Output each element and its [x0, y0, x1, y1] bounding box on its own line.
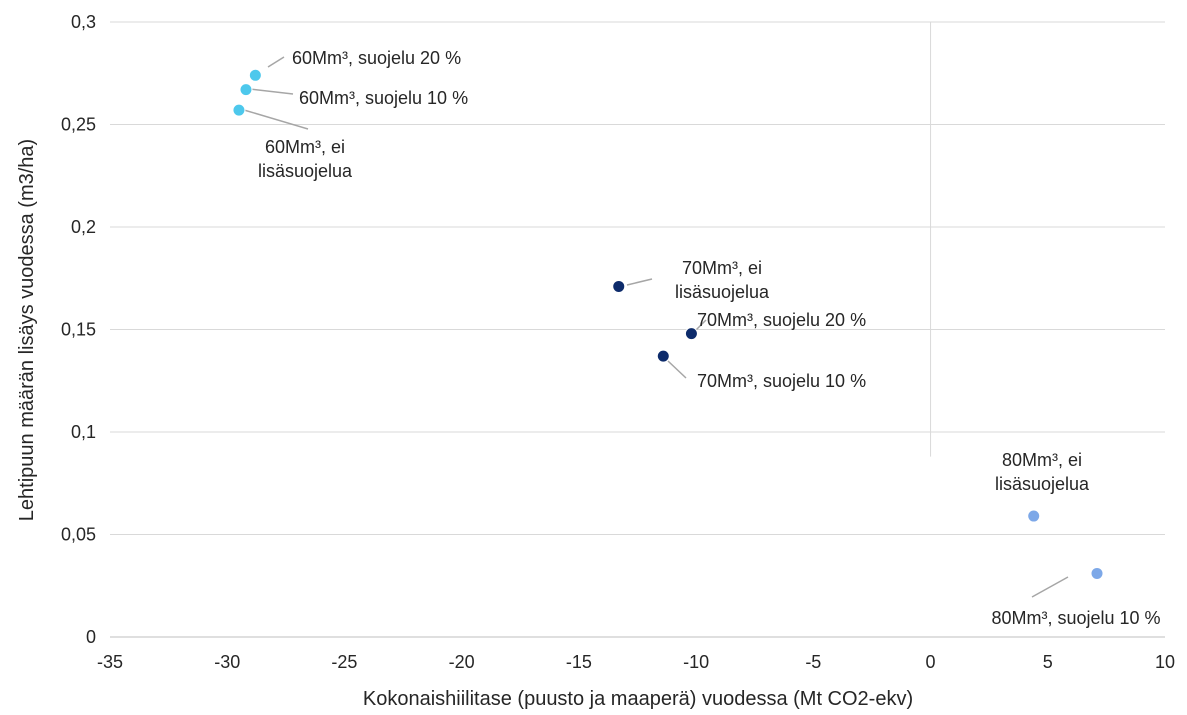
y-tick-label: 0,3 — [71, 12, 96, 32]
x-tick-label: -15 — [566, 652, 592, 672]
point-label: 70Mm³, suojelu 10 % — [697, 371, 866, 391]
x-tick-label: 0 — [926, 652, 936, 672]
point-label: 70Mm³, ei lisäsuojelua — [675, 258, 770, 302]
x-tick-label: -5 — [805, 652, 821, 672]
leader-line — [249, 88, 294, 95]
data-point — [612, 279, 626, 293]
x-tick-label: -25 — [331, 652, 357, 672]
point-label: 60Mm³, ei lisäsuojelua — [258, 137, 353, 181]
x-tick-label: 5 — [1043, 652, 1053, 672]
y-axis-title: Lehtipuun määrän lisäys vuodessa (m3/ha) — [16, 139, 38, 521]
x-tick-label: -35 — [97, 652, 123, 672]
y-tick-label: 0,25 — [61, 115, 96, 135]
data-point — [239, 83, 253, 97]
x-tick-label: 10 — [1155, 652, 1175, 672]
point-label: 60Mm³, suojelu 10 % — [299, 88, 468, 108]
leader-line — [1031, 576, 1069, 598]
data-point — [684, 327, 698, 341]
x-tick-label: -20 — [449, 652, 475, 672]
leader-line — [267, 56, 285, 68]
y-tick-label: 0,2 — [71, 217, 96, 237]
data-point — [1027, 509, 1041, 523]
y-tick-label: 0,05 — [61, 525, 96, 545]
point-label: 60Mm³, suojelu 20 % — [292, 48, 461, 68]
point-label: 80Mm³, ei lisäsuojelua — [995, 450, 1090, 494]
y-tick-label: 0 — [86, 627, 96, 647]
data-point — [232, 103, 246, 117]
point-label: 70Mm³, suojelu 20 % — [697, 310, 866, 330]
leader-lines — [243, 56, 1069, 598]
y-tick-label: 0,15 — [61, 320, 96, 340]
gridlines — [110, 21, 1165, 535]
axes: 0 0,05 0,1 0,15 0,2 0,25 0,3 -35 -30 -25 -20 -15 -10… — [61, 12, 1175, 672]
x-tick-label: -10 — [683, 652, 709, 672]
data-point — [248, 68, 262, 82]
y-tick-label: 0,1 — [71, 422, 96, 442]
data-points — [232, 68, 1104, 580]
point-labels: 60Mm³, suojelu 20 % 60Mm³, suojelu 10 % 60… — [258, 48, 1161, 628]
data-point — [656, 349, 670, 363]
leader-line — [626, 278, 653, 286]
data-point — [1090, 566, 1104, 580]
leader-line — [667, 360, 687, 379]
x-axis-title: Kokonaishiilitase (puusto ja maaperä) vu… — [363, 688, 913, 710]
leader-line — [243, 109, 309, 130]
point-label: 80Mm³, suojelu 10 % — [991, 608, 1160, 628]
x-tick-label: -30 — [214, 652, 240, 672]
